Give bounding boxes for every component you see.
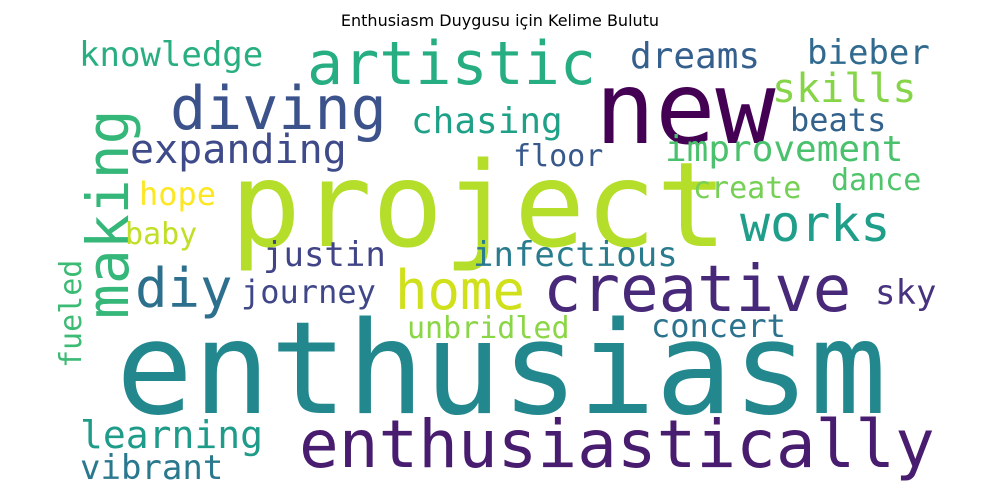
word-project: project [230, 136, 728, 274]
word-vibrant: vibrant [80, 448, 224, 484]
word-unbridled: unbridled [407, 311, 570, 346]
word-concert: concert [651, 307, 786, 345]
word-journey: journey [241, 273, 376, 311]
word-cloud: enthusiasm project new enthusiastically … [55, 34, 945, 484]
word-improvement: improvement [665, 129, 904, 170]
word-works: works [740, 195, 891, 253]
word-skills: skills [772, 66, 917, 112]
word-justin: justin [263, 235, 386, 275]
word-floor: floor [513, 139, 604, 174]
word-create: create [693, 171, 802, 206]
word-diving: diving [170, 74, 387, 144]
word-diy: diy [135, 257, 233, 320]
word-infectious: infectious [473, 235, 678, 275]
word-enthusiasm: enthusiasm [116, 295, 887, 444]
word-knowledge: knowledge [79, 35, 264, 75]
word-enthusiastically: enthusiastically [299, 406, 935, 483]
word-chasing: chasing [411, 101, 563, 142]
word-fueled: fueled [55, 259, 89, 368]
chart-title: Enthusiasm Duygusu için Kelime Bulutu [340, 11, 660, 30]
word-sky: sky [875, 273, 937, 313]
word-creative: creative [543, 253, 852, 327]
word-bieber: bieber [807, 34, 930, 73]
word-beats: beats [790, 101, 887, 139]
word-dreams: dreams [630, 36, 761, 77]
word-baby: baby [125, 217, 198, 252]
word-new: new [595, 50, 776, 167]
word-learning: learning [80, 413, 264, 457]
word-dance: dance [831, 163, 922, 198]
word-hope: hope [139, 175, 217, 213]
word-artistic: artistic [307, 34, 596, 99]
word-home: home [395, 259, 526, 322]
word-expanding: expanding [130, 127, 347, 173]
